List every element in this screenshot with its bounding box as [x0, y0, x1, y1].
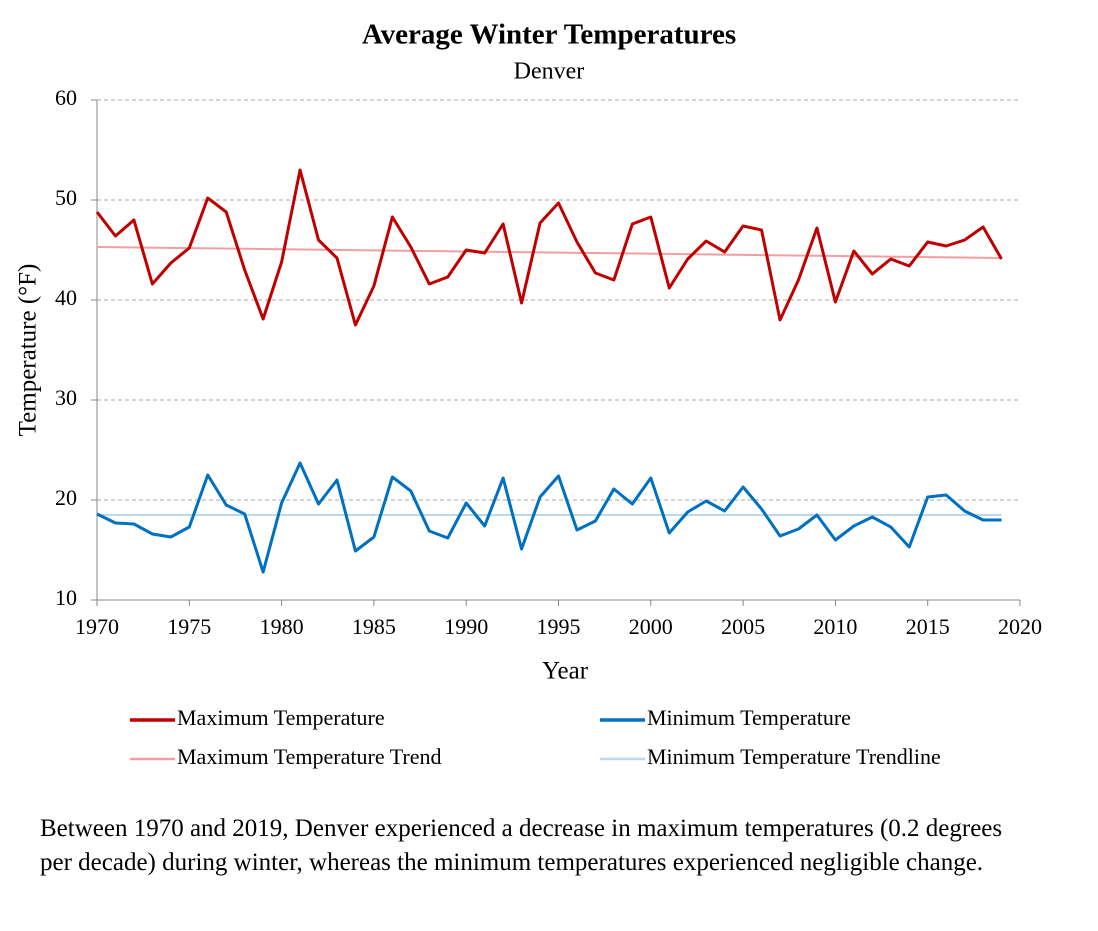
x-tick-label: 1985	[352, 614, 396, 639]
chart: Average Winter Temperatures Denver Year …	[15, 19, 1042, 769]
chart-title: Average Winter Temperatures	[362, 19, 736, 51]
y-tick-label: 10	[55, 585, 77, 610]
y-axis-label: Temperature (°F)	[15, 264, 42, 437]
x-tick-label: 1980	[260, 614, 304, 639]
series-line	[96, 246, 1002, 259]
x-tick-label: 2010	[813, 614, 857, 639]
x-tick-label: 1995	[537, 614, 581, 639]
y-tick-label: 20	[55, 485, 77, 510]
y-tick-label: 30	[55, 385, 77, 410]
y-tick-label: 50	[55, 185, 77, 210]
x-tick-label: 2015	[906, 614, 950, 639]
x-tick-label: 1975	[167, 614, 211, 639]
x-tick-label: 2000	[629, 614, 673, 639]
caption: Between 1970 and 2019, Denver experience…	[40, 815, 1003, 876]
legend-label: Minimum Temperature Trendline	[647, 744, 941, 769]
y-tick-label: 60	[55, 85, 77, 110]
series-line	[95, 168, 1003, 327]
chart-subtitle: Denver	[514, 59, 585, 85]
x-tick-label: 2020	[998, 614, 1042, 639]
x-tick-label: 1990	[444, 614, 488, 639]
x-tick-label: 1970	[75, 614, 119, 639]
legend-label: Minimum Temperature	[647, 705, 851, 730]
x-tick-label: 2005	[721, 614, 765, 639]
y-tick-label: 40	[55, 285, 77, 310]
x-axis-label: Year	[542, 658, 589, 685]
legend-label: Maximum Temperature	[177, 705, 385, 730]
legend-label: Maximum Temperature Trend	[177, 744, 441, 769]
series-line	[96, 461, 1002, 574]
